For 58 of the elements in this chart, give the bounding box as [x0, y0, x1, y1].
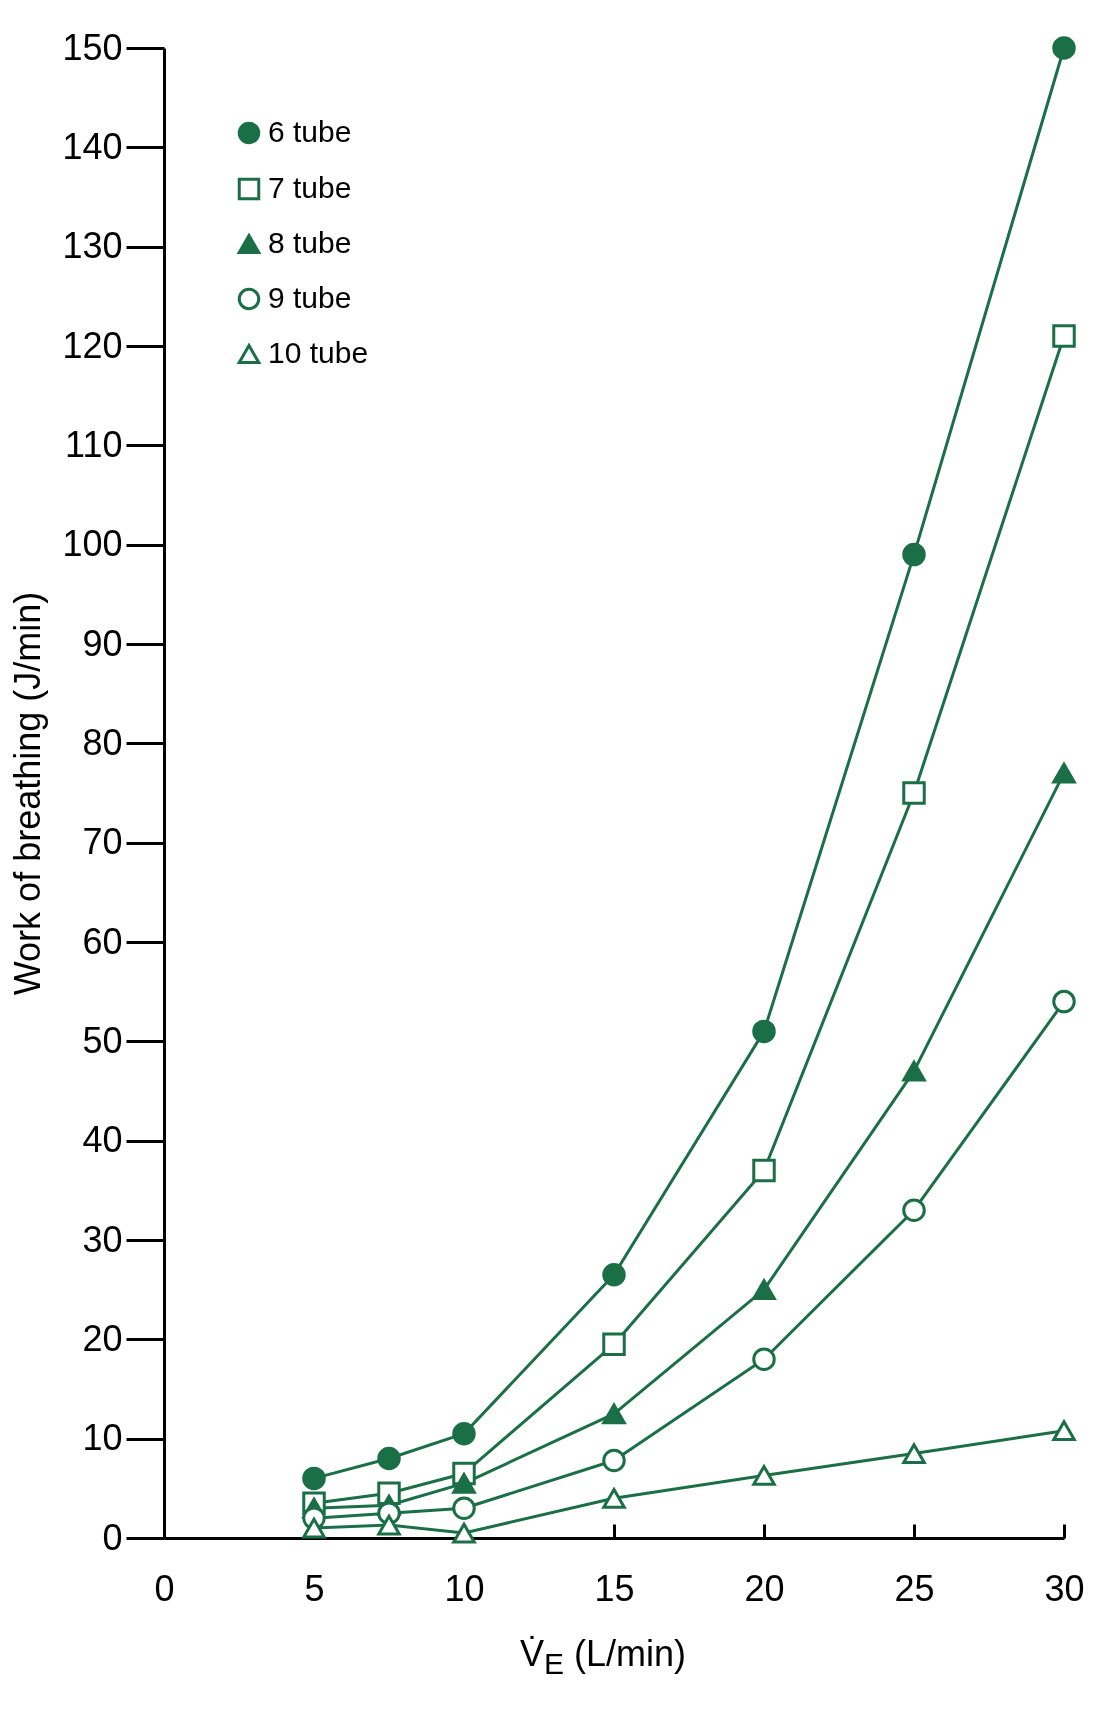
point: [902, 542, 926, 567]
x-tick-label: 0: [154, 1567, 175, 1609]
y-tick-label: 80: [82, 721, 123, 763]
y-tick-label: 90: [82, 622, 123, 664]
point: [752, 1465, 776, 1486]
point: [902, 1198, 926, 1222]
point: [302, 1517, 326, 1539]
point: [377, 1514, 401, 1536]
point: [602, 1448, 626, 1473]
point: [1052, 36, 1076, 60]
legend-label: 10 tube: [268, 336, 369, 369]
y-tick-label: 60: [82, 920, 123, 962]
x-tick-label: 25: [894, 1567, 935, 1609]
x-tick-label: 30: [1044, 1567, 1085, 1609]
legend-label: 7 tube: [268, 171, 352, 204]
x-tick-label: 10: [444, 1567, 485, 1609]
point: [902, 781, 926, 805]
point: [452, 1421, 476, 1446]
legend-label: 8 tube: [268, 226, 352, 259]
point: [752, 1019, 776, 1044]
y-tick-label: 50: [82, 1019, 123, 1061]
y-tick-label: 20: [82, 1317, 123, 1359]
y-tick-label: 100: [62, 523, 123, 565]
point: [602, 1263, 626, 1287]
y-tick-label: 120: [62, 324, 123, 366]
point: [1052, 324, 1076, 348]
point: [1052, 1420, 1076, 1442]
point: [602, 1487, 626, 1509]
point: [902, 1443, 926, 1464]
x-tick-label: 5: [304, 1567, 325, 1609]
point: [602, 1332, 626, 1357]
point: [452, 1496, 476, 1520]
x-tick-label: 20: [744, 1567, 785, 1609]
y-tick-label: 0: [102, 1516, 123, 1558]
y-tick-label: 10: [82, 1417, 123, 1459]
x-axis-title: V̇$_{E}$ (L/min): [518, 1633, 687, 1682]
y-tick-label: 110: [65, 423, 123, 465]
point: [1052, 762, 1076, 784]
legend-label: 6 tube: [268, 115, 352, 148]
x-tick-label: 15: [594, 1567, 635, 1609]
y-axis-title: Work of breathing (J/min): [7, 591, 49, 996]
point: [752, 1158, 776, 1183]
y-tick-label: 130: [62, 225, 123, 267]
point: [302, 1466, 326, 1491]
point: [1052, 989, 1076, 1014]
y-tick-label: 150: [62, 26, 123, 68]
point: [452, 1472, 476, 1494]
point: [602, 1403, 626, 1425]
point: [752, 1279, 776, 1301]
y-tick-label: 30: [82, 1218, 123, 1260]
point: [377, 1446, 401, 1471]
y-tick-label: 140: [62, 125, 123, 167]
y-tick-label: 70: [82, 821, 123, 863]
point: [902, 1060, 926, 1082]
legend-label: 9 tube: [268, 281, 352, 314]
y-tick-label: 40: [82, 1119, 123, 1161]
point: [752, 1347, 776, 1371]
point: [452, 1522, 476, 1544]
